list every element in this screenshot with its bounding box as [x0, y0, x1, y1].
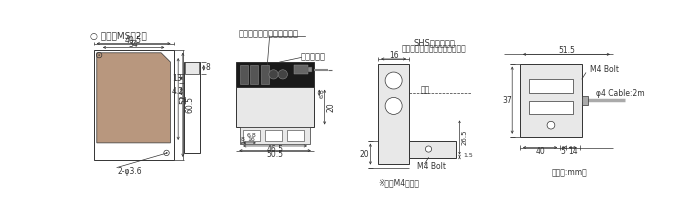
- Bar: [520, 64, 582, 137]
- Text: 52: 52: [179, 94, 188, 104]
- Text: 20: 20: [326, 102, 335, 112]
- Text: φ4 Cable:2m: φ4 Cable:2m: [596, 89, 645, 98]
- Bar: [185, 62, 199, 74]
- Text: 6.8: 6.8: [320, 88, 325, 98]
- Text: （安装支架与反射镜为选配件）: （安装支架与反射镜为选配件）: [401, 44, 466, 53]
- Text: 40.5: 40.5: [125, 36, 142, 45]
- Text: 光轴: 光轴: [421, 85, 430, 94]
- Bar: [529, 101, 573, 114]
- Text: M4 Bolt: M4 Bolt: [417, 162, 446, 171]
- Bar: [94, 50, 174, 160]
- Circle shape: [547, 121, 555, 129]
- Text: 调节电位器（漫反射专有）: 调节电位器（漫反射专有）: [239, 30, 299, 39]
- Text: 2-φ3.6: 2-φ3.6: [118, 167, 142, 176]
- Text: 13: 13: [173, 74, 182, 83]
- Text: 8: 8: [205, 63, 210, 72]
- Bar: [309, 68, 312, 72]
- Text: 60.5: 60.5: [186, 96, 195, 113]
- Text: 8: 8: [241, 137, 244, 142]
- Text: （单位:mm）: （单位:mm）: [552, 168, 587, 177]
- Text: 16: 16: [247, 137, 255, 142]
- Ellipse shape: [385, 72, 402, 89]
- Text: 50.5: 50.5: [267, 150, 284, 159]
- Bar: [240, 127, 310, 144]
- Text: 5: 5: [561, 147, 566, 156]
- Ellipse shape: [385, 97, 402, 114]
- Text: 20: 20: [359, 150, 369, 159]
- Bar: [295, 65, 309, 74]
- Bar: [237, 62, 314, 87]
- Circle shape: [278, 70, 288, 79]
- Text: ○ 镜面（MS－2）: ○ 镜面（MS－2）: [90, 31, 146, 40]
- Text: 46.5: 46.5: [267, 145, 284, 154]
- Text: 40: 40: [536, 147, 545, 156]
- Text: SHS型光电开关: SHS型光电开关: [413, 38, 455, 47]
- Circle shape: [98, 54, 100, 56]
- Circle shape: [269, 70, 278, 79]
- Text: 51.5: 51.5: [558, 46, 575, 55]
- Bar: [529, 79, 573, 93]
- Text: 16: 16: [389, 51, 398, 60]
- Bar: [409, 141, 456, 158]
- Bar: [287, 130, 304, 141]
- Circle shape: [166, 152, 167, 154]
- Text: ※形是M4螺纹孔: ※形是M4螺纹孔: [378, 178, 419, 187]
- Bar: [582, 96, 588, 105]
- Bar: [378, 64, 409, 164]
- Text: 1.5: 1.5: [463, 153, 473, 158]
- Bar: [251, 65, 258, 84]
- Circle shape: [426, 146, 432, 152]
- Text: 14: 14: [568, 147, 578, 156]
- Bar: [261, 65, 269, 84]
- Polygon shape: [97, 53, 170, 143]
- Bar: [265, 130, 282, 141]
- Text: 动作指示灯: 动作指示灯: [300, 52, 326, 61]
- Text: 26.5: 26.5: [461, 130, 467, 145]
- Bar: [244, 130, 260, 141]
- Bar: [184, 62, 200, 153]
- Bar: [237, 87, 314, 127]
- Text: 6.8: 6.8: [246, 134, 256, 138]
- Text: 34: 34: [129, 40, 139, 49]
- Text: 37: 37: [503, 96, 512, 105]
- Text: 4.2: 4.2: [172, 87, 183, 96]
- Bar: [240, 65, 248, 84]
- Text: M4 Bolt: M4 Bolt: [589, 65, 619, 74]
